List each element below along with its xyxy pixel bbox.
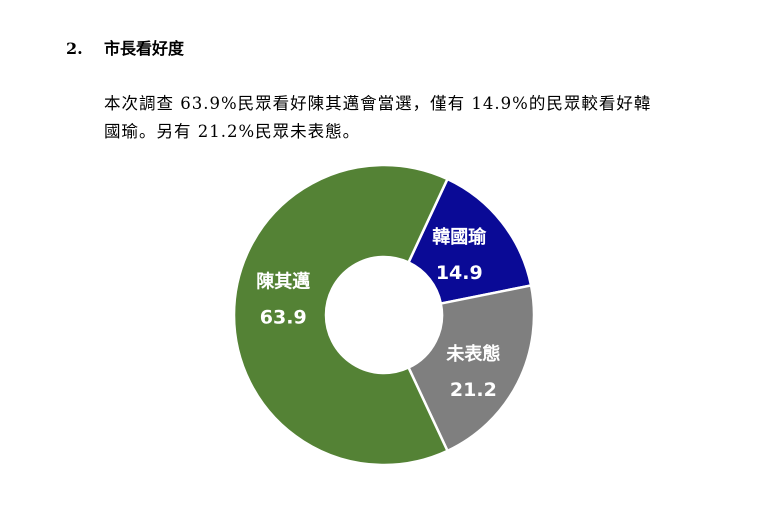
donut-slice-1 — [406, 177, 533, 306]
slice-value-label: 63.9 — [260, 307, 307, 329]
slice-category-label: 陳其邁 — [256, 271, 310, 293]
slice-category-label: 未表態 — [446, 343, 500, 365]
slice-value-label: 14.9 — [436, 262, 483, 284]
section-heading: 2. 市長看好度 — [66, 35, 184, 59]
paragraph-line-2: 國瑜。另有 21.2%民眾未表態。 — [104, 122, 361, 141]
donut-slice-2 — [406, 283, 536, 453]
section-number: 2. — [66, 39, 83, 58]
slice-value-label: 21.2 — [450, 379, 497, 401]
donut-slice-3 — [232, 163, 450, 467]
slice-category-label: 韓國瑜 — [432, 226, 487, 248]
section-title: 市長看好度 — [104, 39, 185, 58]
paragraph-line-1: 本次調查 63.9%民眾看好陳其邁會當選，僅有 14.9%的民眾較看好韓 — [104, 94, 652, 113]
